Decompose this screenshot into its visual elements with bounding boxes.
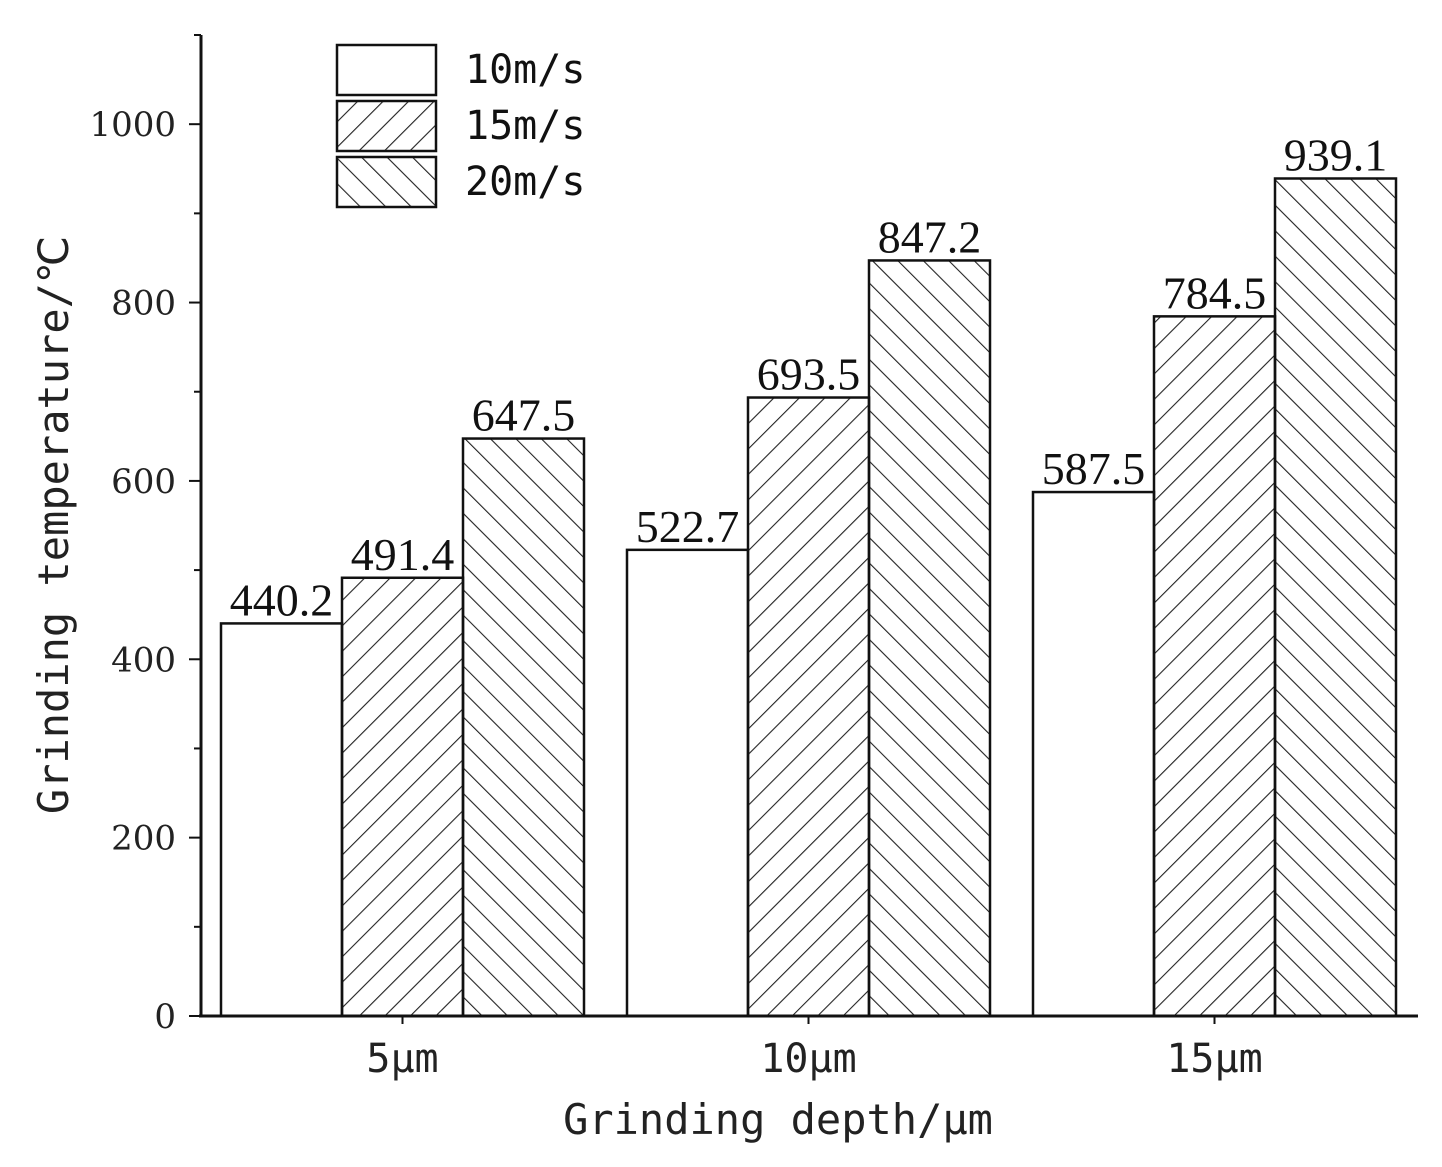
y-tick-label-4: 600 — [111, 462, 176, 502]
data-label-3-cat-3: 939.1 — [1284, 129, 1388, 180]
y-tick-label-1: 0 — [154, 997, 176, 1037]
data-label-3-cat-1: 647.5 — [472, 390, 576, 441]
y-ticks-group: 0 200 400 600 800 1000 — [89, 34, 201, 1037]
legend-label-3: 20m/s — [465, 159, 585, 205]
y-tick-label-6: 1000 — [89, 105, 176, 145]
bars-group — [219, 177, 1398, 1018]
data-label-2-cat-2: 693.5 — [757, 349, 861, 400]
data-label-3-cat-2: 847.2 — [878, 211, 982, 262]
y-axis-title: Grinding temperature/℃ — [29, 236, 78, 814]
x-ticks-group: 5μm 10μm 15μm — [366, 1016, 1263, 1082]
legend-swatch-3 — [335, 155, 438, 209]
y-tick-label-5: 800 — [111, 284, 176, 324]
data-labels-group: 440.2 491.4 647.5 522.7 693.5 847.2 587.5 784.5… — [230, 129, 1388, 625]
data-label-2-cat-3: 784.5 — [1163, 267, 1267, 318]
legend-swatch-1 — [335, 43, 438, 97]
y-tick-label-2: 200 — [111, 819, 176, 859]
bar-2-cat-2 — [746, 396, 871, 1018]
bar-1-cat-3 — [1031, 490, 1156, 1018]
bar-2-cat-3 — [1152, 315, 1277, 1018]
bar-3-cat-2 — [867, 259, 992, 1018]
x-tick-label-2: 10μm — [760, 1036, 856, 1082]
x-tick-label-1: 5μm — [366, 1036, 438, 1082]
legend-swatch-2 — [335, 99, 438, 153]
x-axis-title: Grinding depth/μm — [563, 1095, 993, 1144]
bar-3-cat-1 — [461, 437, 586, 1018]
y-tick-label-3: 400 — [111, 640, 176, 680]
bar-3-cat-3 — [1273, 177, 1398, 1018]
data-label-1-cat-1: 440.2 — [230, 574, 334, 625]
bar-2-cat-1 — [340, 576, 465, 1018]
data-label-2-cat-1: 491.4 — [351, 529, 455, 580]
legend-label-2: 15m/s — [465, 103, 585, 149]
bar-1-cat-1 — [219, 622, 344, 1018]
legend-label-1: 10m/s — [465, 47, 585, 93]
data-label-1-cat-2: 522.7 — [636, 501, 740, 552]
data-label-1-cat-3: 587.5 — [1042, 443, 1146, 494]
bar-1-cat-2 — [625, 548, 750, 1018]
legend: 10m/s 15m/s 20m/s — [335, 43, 585, 209]
x-tick-label-3: 15μm — [1166, 1036, 1262, 1082]
